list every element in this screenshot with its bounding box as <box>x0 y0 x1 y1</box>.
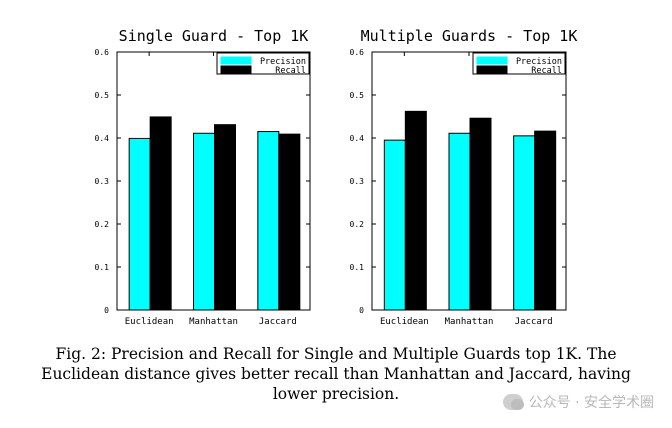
figure: Single Guard - Top 1K 0 0.1 0.2 0.3 0.4 0.5 0.6… <box>95 27 578 327</box>
y-tick-label: 0.6 <box>350 48 365 57</box>
x-tick-label: Jaccard <box>259 317 297 327</box>
watermark: 公众号 · 安全学术圈 <box>502 392 654 412</box>
x-tick-label: Jaccard <box>515 317 553 327</box>
y-tick-label: 0.4 <box>95 134 110 143</box>
bar-recall <box>469 117 492 311</box>
y-tick-label: 0.2 <box>95 220 110 229</box>
y-tick-label: 0 <box>104 306 109 315</box>
y-tick-label: 0 <box>359 306 364 315</box>
legend-swatch-recall <box>476 65 508 74</box>
x-tick-label: Manhattan <box>189 317 238 327</box>
bar-recall <box>404 110 427 311</box>
y-tick-label: 0.2 <box>350 220 365 229</box>
chart-title: Single Guard - Top 1K <box>119 27 309 45</box>
x-tick-label: Euclidean <box>125 317 174 327</box>
legend-label: Precision <box>260 57 306 67</box>
bar-precision <box>448 132 471 311</box>
chart-panel-2: Multiple Guards - Top 1K 0 0.1 0.2 0.3 0.4 0.5… <box>350 27 578 327</box>
figure-caption: Fig. 2: Precision and Recall for Single … <box>41 345 631 403</box>
x-tick-label: Manhattan <box>445 317 494 327</box>
chart-title: Multiple Guards - Top 1K <box>361 27 578 45</box>
y-tick-label: 0.1 <box>350 263 365 272</box>
watermark-text: 公众号 · 安全学术圈 <box>528 395 654 411</box>
y-tick-label: 0.3 <box>95 177 110 186</box>
y-tick-label: 0.1 <box>95 263 110 272</box>
y-tick-label: 0.5 <box>350 91 365 100</box>
chart-panel-1: Single Guard - Top 1K 0 0.1 0.2 0.3 0.4 0.5 0.6… <box>95 27 311 327</box>
y-tick-label: 0.4 <box>350 134 365 143</box>
x-tick-label: Euclidean <box>380 317 429 327</box>
legend-label: Recall <box>275 66 306 76</box>
bar-recall <box>214 124 236 311</box>
bar-precision <box>257 131 280 311</box>
y-tick-label: 0.6 <box>95 48 110 57</box>
bar-recall <box>534 130 557 311</box>
bar-precision <box>513 135 536 311</box>
y-tick-label: 0.3 <box>350 177 365 186</box>
legend-swatch-recall <box>220 65 252 74</box>
y-tick-label: 0.5 <box>95 91 110 100</box>
bar-precision <box>193 132 215 311</box>
bar-precision <box>383 139 406 311</box>
bar-precision <box>128 137 151 311</box>
wechat-icon <box>502 394 524 410</box>
legend-swatch-precision <box>476 56 508 65</box>
legend-label: Precision <box>516 57 562 67</box>
legend-swatch-precision <box>220 56 252 65</box>
bar-recall <box>149 116 172 311</box>
bar-recall <box>278 133 301 311</box>
legend-label: Recall <box>531 66 562 76</box>
